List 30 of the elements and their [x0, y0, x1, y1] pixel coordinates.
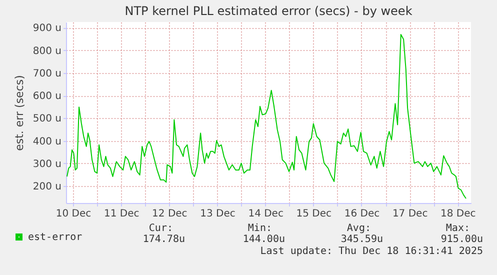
text: 144.00u — [242, 234, 285, 246]
x-tick-label: 16 Dec — [344, 208, 380, 220]
text: 174.78u — [142, 234, 185, 246]
x-tick-label: 14 Dec — [248, 208, 284, 220]
legend-label: est-error — [28, 232, 82, 243]
y-tick-label: 300 u — [32, 158, 62, 170]
text: 915.00u — [440, 234, 483, 246]
text: Max: — [446, 223, 470, 234]
y-tick-label: 500 u — [32, 114, 62, 125]
x-tick-label: 18 Dec — [440, 208, 476, 220]
y-tick-label: 900 u — [32, 23, 62, 34]
y-tick-label: 200 u — [32, 182, 62, 193]
text: Cur: — [148, 223, 173, 234]
x-tick-label: 13 Dec — [200, 208, 236, 220]
line-series — [66, 34, 466, 199]
y-tick-label: 800 u — [32, 46, 62, 57]
x-tick-label: 12 Dec — [152, 208, 188, 220]
x-tick-label: 10 Dec — [56, 208, 92, 220]
x-tick-label: 17 Dec — [392, 208, 428, 220]
text: Min: — [248, 223, 272, 234]
x-tick-label: 11 Dec — [104, 208, 140, 220]
x-tick-label: 15 Dec — [296, 208, 332, 220]
y-tick-label: 400 u — [32, 136, 62, 148]
text: 345.59u — [340, 234, 383, 246]
text: Avg: — [346, 223, 371, 234]
y-axis-title: est. err (secs) — [12, 75, 26, 151]
y-tick-label: 700 u — [32, 68, 62, 80]
chart-title: NTP kernel PLL estimated error (secs) - by week — [124, 4, 412, 18]
y-tick-label: 600 u — [32, 91, 62, 102]
text: Last update: Thu Dec 18 16:31:41 2025 — [260, 246, 483, 258]
